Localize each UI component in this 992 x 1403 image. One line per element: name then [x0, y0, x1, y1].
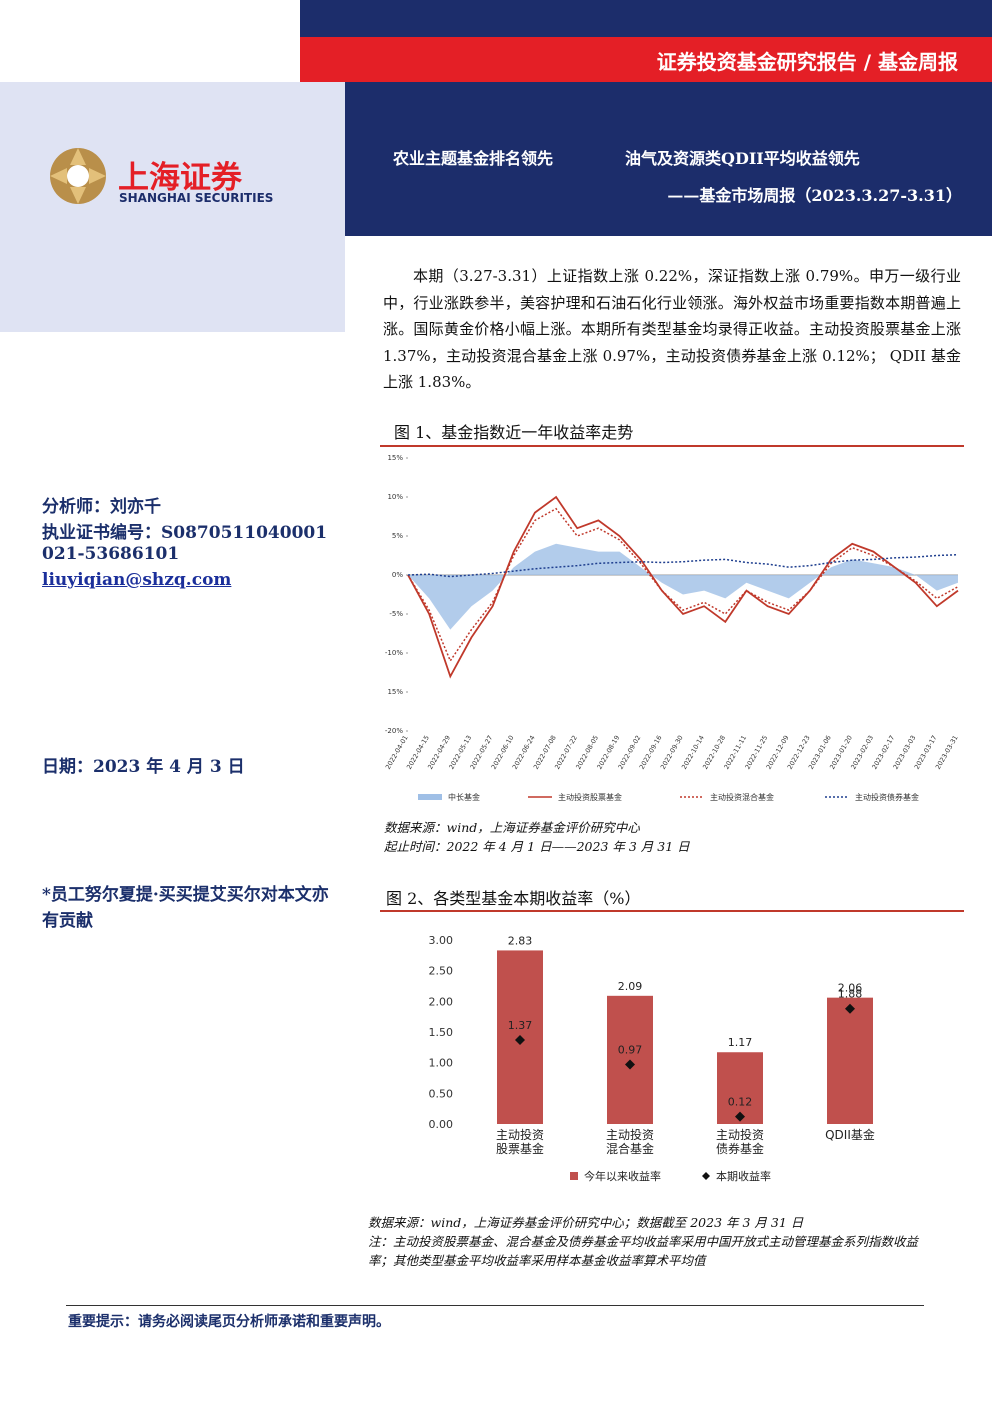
data-label: 1.17	[728, 1036, 753, 1049]
y-tick-label: 2.50	[429, 965, 454, 978]
rule	[380, 910, 964, 912]
y-tick-label: 1.50	[429, 1026, 454, 1039]
area	[408, 543, 958, 630]
category: 证券投资基金研究报告 / 基金周报	[656, 50, 958, 74]
diamond	[845, 1003, 855, 1014]
figure2-caption: 图 2、各类型基金本期收益率（%）	[386, 889, 641, 908]
data-label: 2.06	[838, 982, 863, 995]
data-label: 0.97	[618, 1044, 643, 1057]
logo-name: 上海证券	[118, 160, 242, 196]
logo-icon	[50, 148, 106, 204]
figure1-caption: 图 1、基金指数近一年收益率走势	[394, 423, 634, 442]
legend-label: 今年以来收益率	[584, 1169, 661, 1183]
rule	[380, 445, 964, 447]
legend-swatch	[418, 794, 442, 800]
figure2-source: 数据来源：wind，上海证券基金评价研究中心；数据截至 2023 年 3 月 3…	[368, 1215, 804, 1230]
title-right: 油气及资源类QDII平均收益领先	[625, 149, 860, 168]
y-tick-label: 1.00	[429, 1057, 454, 1070]
footer: 重要提示：请务必阅读尾页分析师承诺和重要声明。	[68, 1314, 390, 1330]
y-tick-label: 5%	[392, 532, 403, 540]
diamond	[625, 1059, 635, 1070]
logo-name-en: SHANGHAI SECURITIES	[119, 191, 274, 205]
y-tick-label: -20%	[385, 727, 403, 735]
summary: 本期（3.27-3.31）上证指数上涨 0.22%，深证指数上涨 0.79%。申…	[383, 267, 961, 391]
cert: 执业证书编号：S0870511040001	[42, 523, 328, 543]
x-tick-label: QDII基金	[825, 1128, 875, 1142]
legend-swatch	[702, 1172, 710, 1180]
data-label: 1.37	[508, 1019, 533, 1032]
x-tick-label: 主动投资股票基金	[495, 1128, 544, 1156]
bar	[827, 997, 873, 1124]
y-tick-label: 3.00	[429, 934, 454, 947]
legend-swatch	[570, 1172, 578, 1180]
data-label: 2.83	[508, 934, 533, 947]
figure1-source: 数据来源：wind，上海证券基金评价研究中心	[384, 820, 640, 835]
legend-label: 主动投资债券基金	[855, 792, 919, 802]
y-tick-label: -10%	[385, 649, 403, 657]
logo-block	[0, 82, 345, 332]
title-left: 农业主题基金排名领先	[393, 149, 554, 168]
subtitle: ——基金市场周报（2023.3.27-3.31）	[667, 186, 962, 205]
data-label: 0.12	[728, 1096, 753, 1109]
legend-label: 本期收益率	[716, 1169, 771, 1183]
x-tick-label: 主动投资混合基金	[605, 1128, 654, 1156]
phone: 021-53686101	[42, 544, 180, 564]
data-label: 2.09	[618, 980, 643, 993]
figure2-note: 注：主动投资股票基金、混合基金及债券基金平均收益率采用中国开放式主动管理基金系列…	[368, 1234, 919, 1268]
y-tick-label: 2.00	[429, 995, 454, 1008]
x-tick-label-box: QDII基金	[825, 1128, 875, 1142]
x-tick-label: 主动投资债券基金	[715, 1128, 764, 1156]
line	[407, 553, 959, 578]
diamond	[735, 1111, 745, 1122]
legend-label: 主动投资股票基金	[558, 792, 622, 802]
figure1-period: 起止时间：2022 年 4 月 1 日——2023 年 3 月 31 日	[384, 839, 690, 854]
legend-label: 主动投资混合基金	[710, 792, 774, 802]
date: 日期：2023 年 4 月 3 日	[42, 757, 245, 777]
line	[407, 507, 959, 663]
y-tick-label: 0.00	[429, 1118, 454, 1131]
y-tick-label: -5%	[389, 610, 403, 618]
x-tick-label: 2023-03-31	[934, 734, 960, 771]
y-tick-label: 0%	[392, 571, 403, 579]
y-tick-label: 15%	[387, 454, 403, 462]
data-label: 1.88	[838, 988, 863, 1001]
email[interactable]: liuyiqian@shzq.com	[42, 570, 232, 590]
diamond	[515, 1034, 525, 1045]
x-tick-label-box: 主动投资混合基金	[605, 1128, 654, 1156]
y-tick-label: 10%	[387, 493, 403, 501]
y-tick-label: 0.50	[429, 1087, 454, 1100]
contributor: *员工努尔夏提·买买提艾买尔对本文亦有贡献	[42, 885, 329, 931]
x-tick-label-box: 主动投资股票基金	[495, 1128, 544, 1156]
header-red-band	[300, 37, 992, 82]
analyst: 分析师：刘亦千	[42, 497, 161, 517]
x-tick-label-box: 主动投资债券基金	[715, 1128, 764, 1156]
y-tick-label: 15%	[387, 688, 403, 696]
rule	[66, 1305, 924, 1306]
legend-label: 中长基金	[448, 792, 480, 802]
